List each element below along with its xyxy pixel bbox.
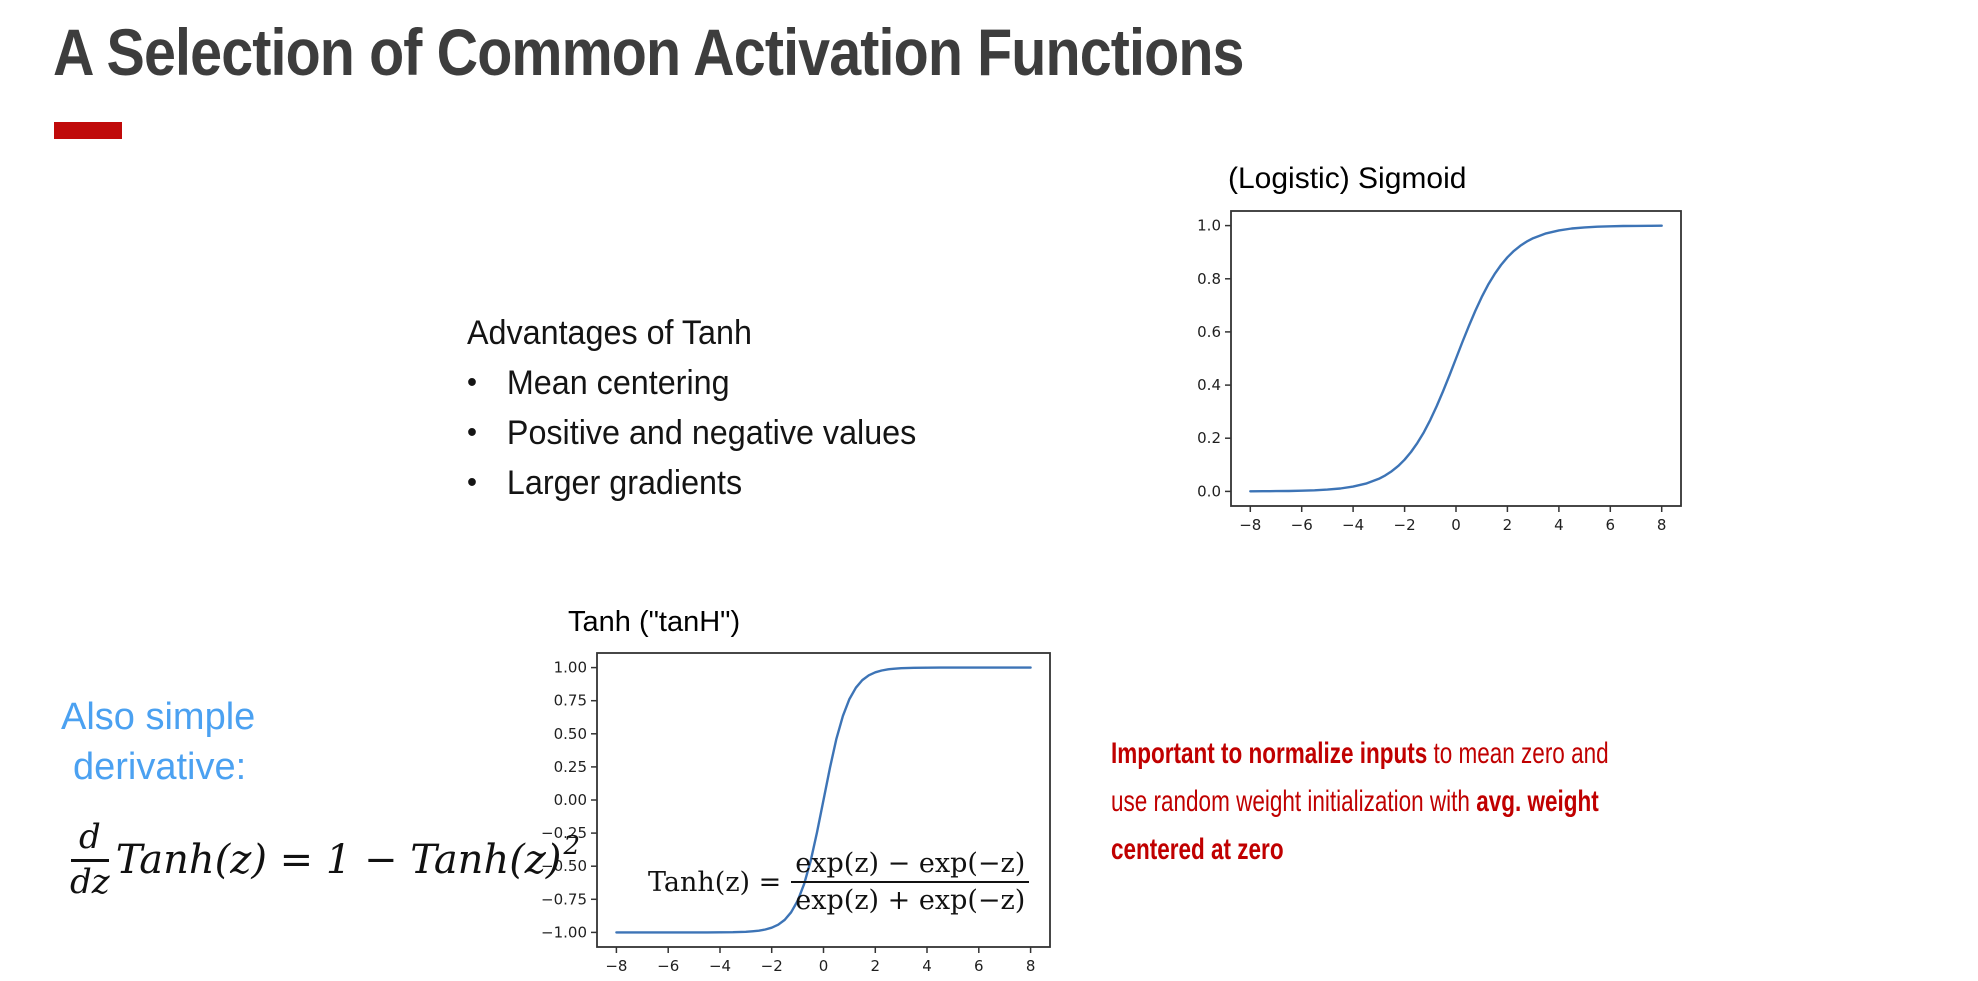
bullet-text: Mean centering (506, 364, 730, 402)
tanh-formula-denominator: exp(z) + exp(−z) (795, 885, 1026, 917)
svg-text:−4: −4 (1342, 516, 1364, 534)
tanh-formula-lhs: Tanh(z) = (648, 866, 782, 898)
svg-text:0.8: 0.8 (1197, 270, 1221, 288)
svg-text:0.25: 0.25 (554, 758, 587, 776)
svg-text:−6: −6 (657, 957, 679, 975)
svg-text:0.4: 0.4 (1197, 376, 1221, 394)
derivative-fraction-denominator: dz (70, 861, 110, 902)
bullet-item: • Mean centering (467, 358, 916, 408)
title-accent-bar (54, 122, 122, 139)
svg-text:−4: −4 (709, 957, 731, 975)
svg-text:−2: −2 (761, 957, 783, 975)
tanh-chart: −8 −6 −4 −2 0 2 4 6 8 −1.00 −0.75 −0.50 −0.25 0.00 0.2… (541, 652, 1051, 975)
svg-text:0.6: 0.6 (1197, 323, 1221, 341)
bullet-dot-icon: • (467, 416, 477, 449)
bullet-dot-icon: • (467, 366, 477, 399)
svg-text:1.0: 1.0 (1197, 217, 1221, 235)
tanh-formula-fraction: exp(z) − exp(−z) exp(z) + exp(−z) (791, 848, 1030, 917)
svg-text:0: 0 (1451, 516, 1461, 534)
svg-text:−0.50: −0.50 (541, 857, 587, 875)
svg-text:0.0: 0.0 (1197, 482, 1221, 500)
svg-text:0.50: 0.50 (554, 725, 587, 743)
bullet-text: Positive and negative values (506, 414, 917, 452)
svg-text:0.75: 0.75 (554, 692, 587, 710)
derivative-note: Also simple derivative: (61, 692, 255, 792)
derivative-fraction: d dz (70, 819, 110, 902)
tanh-definition-formula: Tanh(z) = exp(z) − exp(−z) exp(z) + exp(… (648, 848, 1030, 917)
svg-text:−2: −2 (1394, 516, 1416, 534)
advantages-bullet-list: • Mean centering • Positive and negative va… (467, 358, 916, 508)
warning-line: Important to normalize inputs to mean ze… (1111, 737, 1609, 770)
svg-text:2: 2 (871, 957, 881, 975)
advantages-block: Advantages of Tanh • Mean centering • Posit… (467, 308, 916, 508)
tanh-derivative-formula: d dz Tanh(z) = 1 − Tanh(z) 2 (70, 819, 581, 902)
normalization-warning: Important to normalize inputs to mean ze… (1111, 730, 1609, 874)
sigmoid-chart-title: (Logistic) Sigmoid (1228, 162, 1467, 195)
svg-text:−0.75: −0.75 (541, 890, 587, 908)
derivative-fraction-numerator: d (70, 819, 109, 862)
warning-line: use random weight initialization with av… (1111, 785, 1599, 818)
derivative-formula-exponent: 2 (563, 831, 581, 862)
svg-text:1.00: 1.00 (554, 659, 587, 677)
derivative-note-line1: Also simple (61, 696, 256, 738)
svg-text:0: 0 (819, 957, 829, 975)
svg-text:6: 6 (974, 957, 984, 975)
svg-text:2: 2 (1503, 516, 1513, 534)
tanh-formula-numerator: exp(z) − exp(−z) (791, 848, 1030, 884)
derivative-note-line2: derivative: (73, 746, 247, 788)
svg-text:−8: −8 (1239, 516, 1261, 534)
sigmoid-chart: −8 −6 −4 −2 0 2 4 6 8 0.0 0.2 0.4 0.6 0.8 1.0 (1197, 210, 1682, 534)
page-title: A Selection of Common Activation Functio… (53, 15, 1244, 89)
bullet-dot-icon: • (467, 466, 477, 499)
svg-text:−8: −8 (605, 957, 627, 975)
svg-text:4: 4 (922, 957, 932, 975)
bullet-item: • Positive and negative values (467, 408, 916, 458)
svg-text:−6: −6 (1291, 516, 1313, 534)
svg-text:0.2: 0.2 (1197, 429, 1221, 447)
svg-text:−0.25: −0.25 (541, 824, 587, 842)
warning-line: centered at zero (1111, 833, 1284, 866)
svg-text:4: 4 (1554, 516, 1564, 534)
svg-text:8: 8 (1026, 957, 1036, 975)
svg-text:−1.00: −1.00 (541, 923, 587, 941)
bullet-item: • Larger gradients (467, 458, 916, 508)
svg-text:8: 8 (1657, 516, 1667, 534)
bullet-text: Larger gradients (506, 464, 743, 502)
tanh-chart-title: Tanh ("tanH") (568, 606, 741, 638)
svg-text:0.00: 0.00 (554, 791, 587, 809)
advantages-heading: Advantages of Tanh (467, 314, 752, 352)
svg-text:6: 6 (1606, 516, 1616, 534)
derivative-formula-body: Tanh(z) = 1 − Tanh(z) (115, 837, 562, 884)
